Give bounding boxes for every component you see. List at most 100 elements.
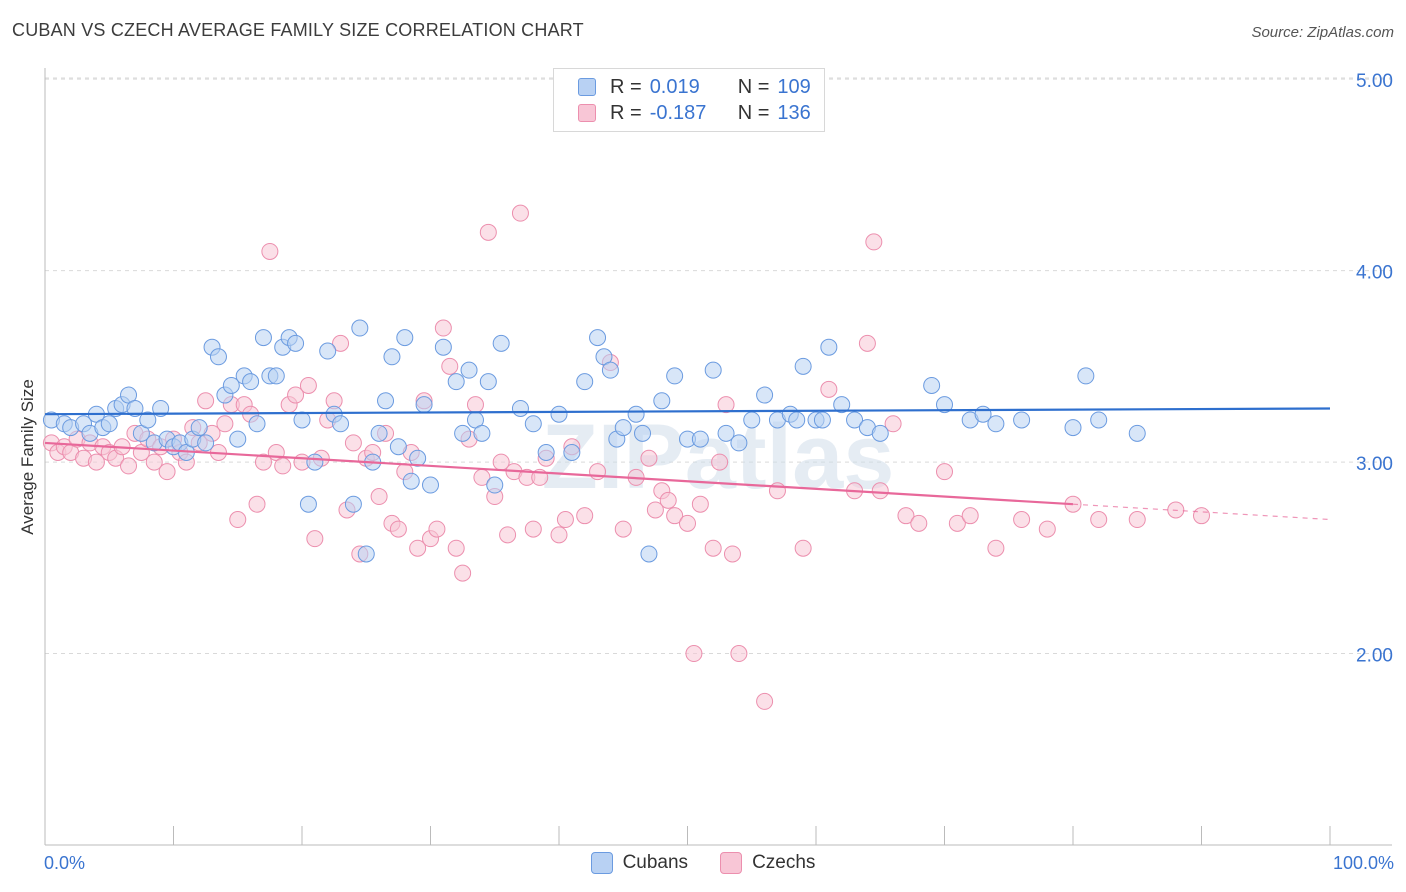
czech-point [640,449,658,467]
czech-point [961,507,979,525]
czech-point [299,376,317,394]
czech-point [730,645,748,663]
czech-point [910,514,928,532]
cuban-point [936,396,953,414]
cuban-point [267,367,285,385]
y-axis-label: Average Family Size [18,379,37,535]
cuban-point [190,419,208,437]
cuban-point [492,334,510,352]
czech-point [794,539,812,557]
czech-point [685,645,703,663]
czech-point [820,380,838,398]
czech-point [524,520,542,538]
czech-point [409,539,427,557]
cuban-point [383,348,401,366]
cuban-point [454,424,472,442]
czech-point [646,501,664,519]
cuban-point [293,411,311,429]
cuban-point [389,438,407,456]
cuban-point [614,419,632,437]
czechs-points [42,204,1210,710]
cuban-point [319,342,337,360]
czech-point [479,223,497,241]
czech-point [1013,511,1031,529]
cuban-point [415,396,433,414]
x-tick-labels: 0.0% 100.0% [44,853,1394,873]
czech-point [287,386,305,404]
cuban-point [479,373,497,391]
czech-point [1090,511,1108,529]
cuban-point [550,405,568,423]
czech-point [711,453,729,471]
czech-point [389,520,407,538]
czech-point [332,334,350,352]
czech-point [576,507,594,525]
legend-n-label: N = [737,101,770,124]
cuban-point [209,348,227,366]
cuban-point [634,424,652,442]
cuban-point [370,424,388,442]
czech-point [254,453,272,471]
cuban-point [473,424,491,442]
czech-point [370,488,388,506]
cuban-point [254,329,272,347]
cuban-point [601,361,619,379]
cuban-point [152,399,170,417]
source-label: Source: ZipAtlas.com [1251,24,1394,41]
legend-n-label: N = [737,75,770,98]
cuban-point [377,392,395,410]
bottom-legend-czechs-label: Czechs [752,852,816,873]
czech-point [679,514,696,532]
czech-point [659,491,677,509]
czech-point [434,319,452,337]
legend-r-label: R = [610,75,642,98]
cuban-point [704,361,722,379]
czech-point [344,434,362,452]
czech-point [691,495,709,513]
y-tick-labels: 2.00 3.00 4.00 5.00 [1356,71,1393,666]
cuban-point [833,396,851,414]
cuban-point [287,334,305,352]
cuban-point [820,338,838,356]
cuban-point [589,329,607,347]
czech-point [550,526,568,544]
cuban-point [1090,411,1108,429]
czech-point [447,539,465,557]
cuban-point [717,424,735,442]
legend-n-value: 109 [777,75,811,98]
czech-point [936,463,953,481]
cuban-point [197,434,215,452]
cuban-point [987,415,1005,433]
czech-point [87,453,105,471]
cuban-point [923,376,941,394]
axes [44,68,1392,846]
czech-point [120,457,138,475]
bottom-legend: Cubans Czechs [0,852,1406,874]
cuban-point [1013,411,1031,429]
czech-point [556,511,574,529]
cuban-point [653,392,671,410]
cuban-point [422,476,439,494]
cuban-point [537,444,555,461]
czech-point [987,539,1005,557]
czech-point [614,520,632,538]
cuban-point [409,449,427,467]
czech-point [756,692,774,710]
y-tick-label: 5.00 [1356,71,1393,92]
legend-r-value: -0.187 [649,101,707,124]
legend-r-value: 0.019 [649,75,700,98]
cuban-point [332,415,350,433]
czech-point [274,457,292,475]
cuban-point [563,444,581,461]
czech-point [261,242,279,260]
legend: R = 0.019 N = 109 R = -0.187 N = 136 [553,68,825,132]
cuban-point [139,411,157,429]
cuban-point [242,373,260,391]
chart-title: CUBAN VS CZECH AVERAGE FAMILY SIZE CORRE… [12,20,584,40]
cuban-point [486,476,504,494]
y-tick-label: 4.00 [1356,263,1393,284]
cuban-point [730,434,748,452]
czech-point [248,495,266,513]
czech-point [897,507,915,525]
czech-point [511,204,529,222]
